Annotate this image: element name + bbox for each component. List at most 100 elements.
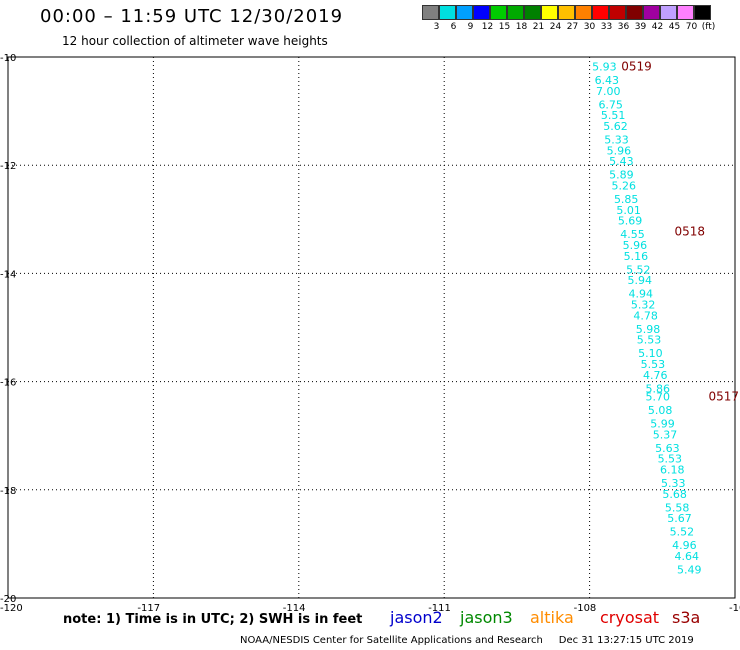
wave-height-value: 5.37 bbox=[653, 428, 678, 441]
wave-height-value: 4.78 bbox=[633, 309, 658, 322]
legend-tick-label: 70 bbox=[685, 22, 698, 32]
legend-tick-label: 3 bbox=[433, 22, 440, 32]
legend-tick-label: 45 bbox=[668, 22, 681, 32]
legend-swatch bbox=[524, 5, 541, 20]
wave-height-value: 6.75 bbox=[598, 98, 623, 111]
wave-height-value: 4.94 bbox=[628, 288, 653, 301]
wave-height-value: 5.96 bbox=[623, 239, 648, 252]
satellite-label-jason2: jason2 bbox=[390, 608, 443, 627]
latitude-tick-label: -18 bbox=[0, 486, 16, 497]
footer-note: note: 1) Time is in UTC; 2) SWH is in fe… bbox=[63, 612, 363, 627]
wave-height-value: 5.93 bbox=[592, 60, 617, 73]
legend-swatch bbox=[558, 5, 575, 20]
longitude-tick-label: -117 bbox=[137, 603, 160, 614]
wave-height-value: 5.94 bbox=[628, 274, 653, 287]
page-subtitle: 12 hour collection of altimeter wave hei… bbox=[62, 34, 328, 48]
legend-swatch bbox=[575, 5, 592, 20]
legend-swatch bbox=[490, 5, 507, 20]
wave-height-value: 5.26 bbox=[612, 179, 637, 192]
legend-tick-label: 42 bbox=[651, 22, 664, 32]
wave-height-value: 5.62 bbox=[603, 120, 628, 133]
legend-tick-label: 33 bbox=[600, 22, 613, 32]
legend-tick-label: 21 bbox=[532, 22, 545, 32]
wave-height-value: 5.32 bbox=[631, 298, 656, 311]
wave-height-value: 4.64 bbox=[675, 550, 700, 563]
latitude-tick-label: -16 bbox=[0, 378, 16, 389]
legend-swatch bbox=[456, 5, 473, 20]
legend-swatch bbox=[439, 5, 456, 20]
legend-swatch bbox=[626, 5, 643, 20]
legend-tick-label: 36 bbox=[617, 22, 630, 32]
wave-height-value: 5.52 bbox=[626, 263, 651, 276]
legend-swatch bbox=[677, 5, 694, 20]
legend-tick-label: 15 bbox=[498, 22, 511, 32]
longitude-tick-label: -108 bbox=[574, 603, 597, 614]
legend-swatch bbox=[609, 5, 626, 20]
wave-height-value: 5.16 bbox=[624, 250, 649, 263]
wave-height-value: 5.86 bbox=[645, 382, 670, 395]
credit-line: NOAA/NESDIS Center for Satellite Applica… bbox=[240, 635, 694, 646]
legend-tick-label: 6 bbox=[450, 22, 457, 32]
satellite-label-altika: altika bbox=[530, 608, 574, 627]
wave-height-value: 5.96 bbox=[607, 144, 632, 157]
wave-height-value: 5.70 bbox=[645, 390, 670, 403]
wave-height-value: 6.43 bbox=[595, 74, 620, 87]
wave-height-value: 7.00 bbox=[596, 85, 621, 98]
wave-height-value: 5.69 bbox=[618, 215, 643, 228]
wave-height-value: 5.49 bbox=[677, 564, 702, 577]
longitude-tick-label: -120 bbox=[0, 603, 23, 614]
wave-height-value: 5.01 bbox=[616, 204, 641, 217]
wave-height-value: 5.43 bbox=[609, 155, 634, 168]
latitude-tick-label: -20 bbox=[0, 594, 16, 605]
wave-height-value: 5.53 bbox=[641, 358, 666, 371]
wave-height-value: 5.08 bbox=[648, 404, 673, 417]
wave-height-value: 5.52 bbox=[670, 526, 695, 539]
wave-height-value: 5.53 bbox=[637, 334, 662, 347]
legend-swatch bbox=[473, 5, 490, 20]
legend-tick-label: (ft) bbox=[701, 22, 716, 32]
legend-tick-label: 18 bbox=[515, 22, 528, 32]
wave-height-value: 5.99 bbox=[650, 417, 675, 430]
wave-height-value: 5.51 bbox=[601, 109, 626, 122]
wave-height-value: 5.68 bbox=[662, 488, 687, 501]
legend-swatch bbox=[592, 5, 609, 20]
legend-tick-label: 24 bbox=[549, 22, 562, 32]
wave-height-value: 5.89 bbox=[609, 169, 634, 182]
legend-tick-label: 9 bbox=[467, 22, 474, 32]
pass-time-label: 0517 bbox=[708, 389, 739, 403]
legend-tick-label: 12 bbox=[481, 22, 494, 32]
wave-height-value: 6.18 bbox=[660, 463, 685, 476]
wave-height-value: 5.58 bbox=[665, 501, 690, 514]
wave-height-value: 4.55 bbox=[620, 228, 645, 241]
legend-tick-label: 39 bbox=[634, 22, 647, 32]
wave-height-value: 5.33 bbox=[604, 133, 629, 146]
satellite-label-jason3: jason3 bbox=[460, 608, 513, 627]
legend-swatch bbox=[694, 5, 711, 20]
satellite-label-cryosat: cryosat bbox=[600, 608, 660, 627]
pass-time-label: 0518 bbox=[675, 224, 706, 238]
wave-height-value: 4.96 bbox=[672, 539, 697, 552]
legend-swatch bbox=[507, 5, 524, 20]
wave-height-value: 5.85 bbox=[614, 193, 639, 206]
wave-height-value: 5.63 bbox=[655, 442, 680, 455]
page-title: 00:00 – 11:59 UTC 12/30/2019 bbox=[40, 6, 344, 27]
satellite-label-s3a: s3a bbox=[672, 608, 701, 627]
legend-swatch bbox=[541, 5, 558, 20]
legend-tick-label: 30 bbox=[583, 22, 596, 32]
legend-swatch bbox=[660, 5, 677, 20]
wave-height-value: 5.98 bbox=[636, 323, 661, 336]
longitude-tick-label: -105 bbox=[729, 603, 740, 614]
latitude-tick-label: -14 bbox=[0, 269, 16, 280]
legend-swatch bbox=[643, 5, 660, 20]
pass-time-label: 0519 bbox=[621, 59, 652, 73]
latitude-tick-label: -10 bbox=[0, 53, 16, 64]
wave-height-value: 5.67 bbox=[667, 512, 692, 525]
longitude-tick-label: -114 bbox=[283, 603, 306, 614]
wave-height-value: 4.76 bbox=[643, 369, 668, 382]
wave-height-value: 5.53 bbox=[658, 453, 683, 466]
latitude-tick-label: -12 bbox=[0, 161, 16, 172]
wave-height-value: 5.10 bbox=[638, 347, 663, 360]
map-frame bbox=[7, 56, 736, 599]
legend-tick-label: 27 bbox=[566, 22, 579, 32]
